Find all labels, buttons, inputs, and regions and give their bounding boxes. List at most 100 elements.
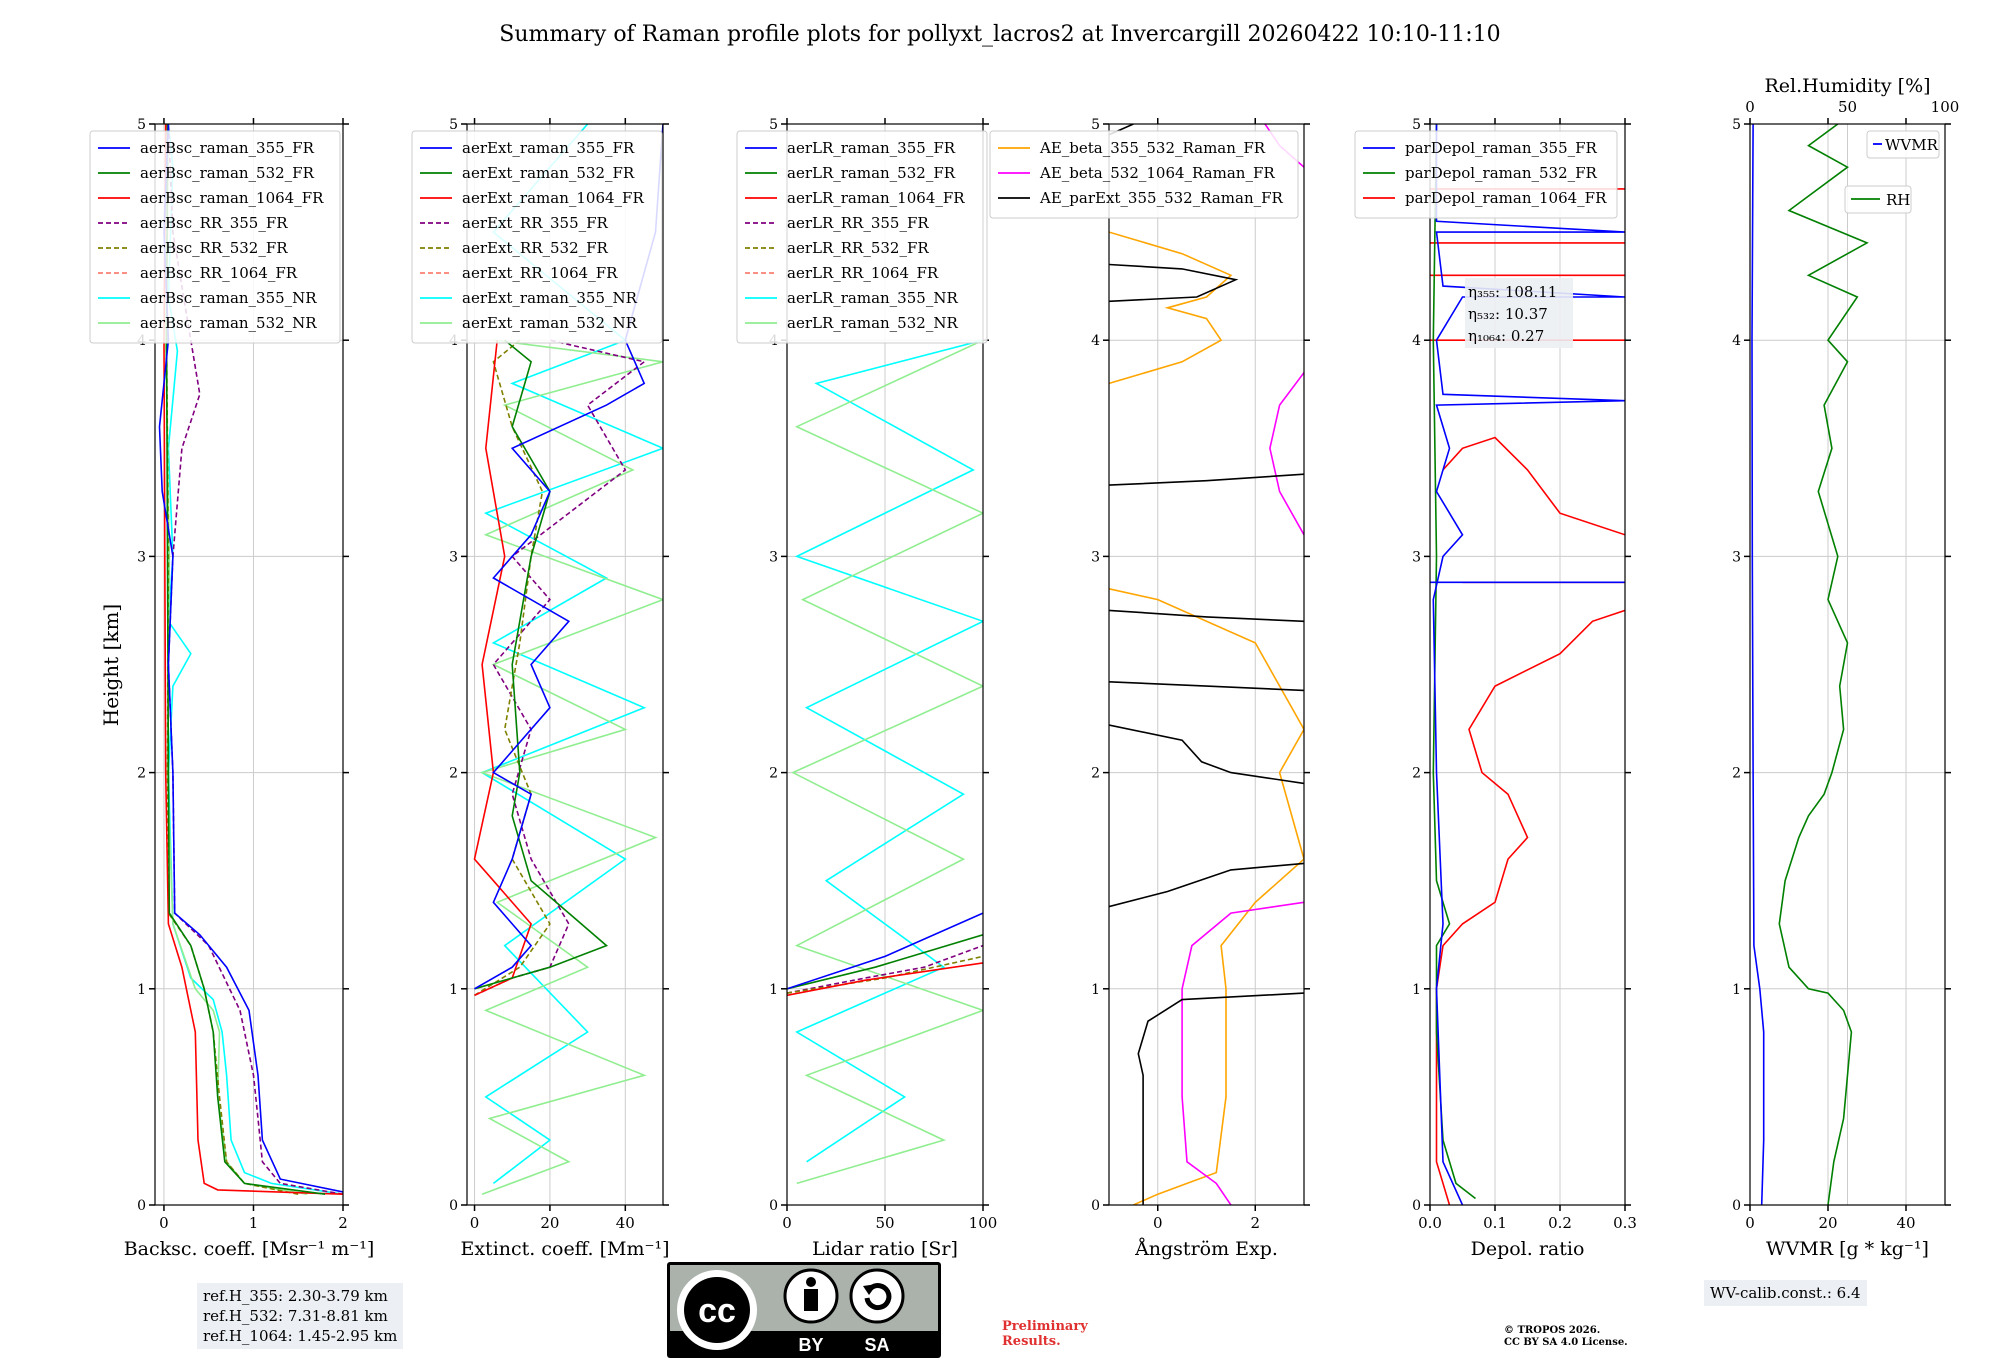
legend-label: aerLR_raman_1064_FR [787, 189, 965, 207]
legend-box [411, 130, 663, 344]
series-line [1109, 263, 1239, 303]
y-tick-label: 5 [769, 117, 778, 133]
series-line [1432, 124, 1625, 1205]
x-tick-label: 20 [1818, 1214, 1837, 1232]
series-line [787, 962, 983, 997]
y-tick-label: 1 [1091, 982, 1100, 998]
panel-5: 0 1 2 3 4 5 0.0 0.1 0.2 0.3 Depol. ratio parDepol_r… [1354, 117, 1637, 1260]
plot-frame [1429, 123, 1626, 1206]
y-tick-label: 3 [137, 549, 146, 565]
legend-label: aerExt_raman_1064_FR [462, 189, 644, 207]
panel-4: 0 1 2 3 4 5 0 2 Ångström Exp. AE_beta_355_532_Ram… [989, 117, 1310, 1260]
y-tick-label: 1 [769, 982, 778, 998]
series-line [791, 339, 983, 1185]
x-tick-label: 0.3 [1613, 1214, 1637, 1232]
y-tick-label: 2 [137, 766, 146, 782]
x-tick-label: 0 [470, 1214, 480, 1232]
legend-label: aerBsc_RR_532_FR [140, 239, 288, 257]
series-line [787, 912, 983, 990]
y-tick-label: 4 [1412, 333, 1421, 349]
x-tick-label: 0 [159, 1214, 169, 1232]
legend-box [736, 130, 988, 344]
y-tick-label: 2 [1732, 766, 1741, 782]
y-tick-label: 0 [1732, 1198, 1741, 1214]
x-tick-label: 0.2 [1548, 1214, 1572, 1232]
series-line [1109, 681, 1304, 692]
x-tick-label: 1 [249, 1214, 259, 1232]
plot-frame [154, 123, 344, 1206]
series-line [1109, 724, 1304, 785]
top-x-axis-label: Rel.Humidity [%] [1764, 75, 1930, 97]
y-tick-label: 3 [1732, 549, 1741, 565]
legend-label: aerBsc_RR_1064_FR [140, 264, 298, 282]
series-line [1432, 124, 1476, 1200]
legend-label: aerBsc_raman_532_FR [140, 164, 315, 182]
series-line [1109, 231, 1233, 385]
eta-line: η₁₀₆₄: 0.27 [1468, 327, 1544, 345]
legend-label: aerExt_raman_532_NR [462, 314, 638, 332]
legend-label: aerBsc_raman_532_NR [140, 314, 317, 332]
legend-label: aerLR_RR_1064_FR [787, 264, 939, 282]
eta-line: η₃₅₅: 108.11 [1468, 283, 1557, 301]
y-tick-label: 2 [449, 766, 458, 782]
y-axis-label: Height [km] [99, 604, 123, 726]
legend-box [89, 130, 341, 344]
legend-label: parDepol_raman_355_FR [1405, 139, 1598, 157]
ref-height-355: ref.H_355: 2.30-3.79 km [203, 1287, 388, 1305]
legend-label: aerLR_raman_355_FR [787, 139, 956, 157]
series-line [163, 124, 343, 1195]
y-tick-label: 3 [1091, 549, 1100, 565]
y-tick-label: 1 [1412, 982, 1421, 998]
legend-label: aerExt_RR_532_FR [462, 239, 609, 257]
figure-title: Summary of Raman profile plots for polly… [499, 22, 1501, 47]
x-axis-label: Backsc. coeff. [Msr⁻¹ m⁻¹] [124, 1238, 375, 1260]
series-line [474, 339, 647, 997]
wv-calibration-box: WV-calib.const.: 6.4 [1704, 1280, 1867, 1306]
legend-label: aerBsc_raman_355_FR [140, 139, 315, 157]
series-line [787, 934, 983, 990]
y-tick-label: 5 [137, 117, 146, 133]
cc-by-sa-license-badge: cc BY SA [667, 1262, 941, 1358]
y-tick-label: 4 [1091, 333, 1100, 349]
legend-label: aerExt_raman_532_FR [462, 164, 635, 182]
y-tick-label: 2 [1091, 766, 1100, 782]
y-tick-label: 0 [137, 1198, 146, 1214]
copyright-notice: © TROPOS 2026. CC BY SA 4.0 License. [1504, 1325, 1628, 1349]
x-tick-label: 20 [540, 1214, 559, 1232]
legend-label: aerExt_RR_355_FR [462, 214, 609, 232]
x-tick-label: 0.0 [1418, 1214, 1442, 1232]
legend-label: aerBsc_raman_355_NR [140, 289, 317, 307]
legend-label: aerExt_raman_355_FR [462, 139, 635, 157]
series-line [480, 124, 663, 1185]
series-line [1109, 862, 1304, 908]
series-line [1269, 372, 1304, 536]
plot-frame [1108, 123, 1305, 1206]
reference-height-box: ref.H_355: 2.30-3.79 km ref.H_532: 7.31-… [197, 1283, 404, 1349]
legend-label: parDepol_raman_532_FR [1405, 164, 1598, 182]
legend-label: parDepol_raman_1064_FR [1405, 189, 1607, 207]
preliminary-results-note: Preliminary Results. [1002, 1319, 1088, 1349]
series-line [474, 124, 663, 990]
top-x-tick-label: 50 [1838, 98, 1857, 116]
top-x-tick-label: 0 [1745, 98, 1755, 116]
cc-by-label: BY [798, 1335, 823, 1355]
series-line [1137, 992, 1304, 1205]
x-axis-label: Ångström Exp. [1134, 1238, 1278, 1260]
x-tick-label: 0 [1153, 1214, 1163, 1232]
series-line [1109, 473, 1304, 486]
y-tick-label: 3 [449, 549, 458, 565]
plot-frame [1749, 123, 1946, 1206]
eta-line: η₅₃₂: 10.37 [1468, 305, 1548, 323]
y-tick-label: 5 [1732, 117, 1741, 133]
x-tick-label: 2 [1250, 1214, 1260, 1232]
y-tick-label: 0 [1091, 1198, 1100, 1214]
x-axis-label: WVMR [g * kg⁻¹] [1766, 1238, 1929, 1260]
y-tick-label: 0 [1412, 1198, 1421, 1214]
y-tick-label: 4 [1732, 333, 1741, 349]
y-tick-label: 0 [769, 1198, 778, 1214]
legend-label: aerLR_raman_532_FR [787, 164, 956, 182]
panel-1: 012345012Backsc. coeff. [Msr⁻¹ m⁻¹]aerBs… [89, 117, 375, 1260]
y-tick-label: 3 [769, 549, 778, 565]
panel-2: 01234502040Extinct. coeff. [Mm⁻¹]aerExt_… [411, 117, 670, 1260]
